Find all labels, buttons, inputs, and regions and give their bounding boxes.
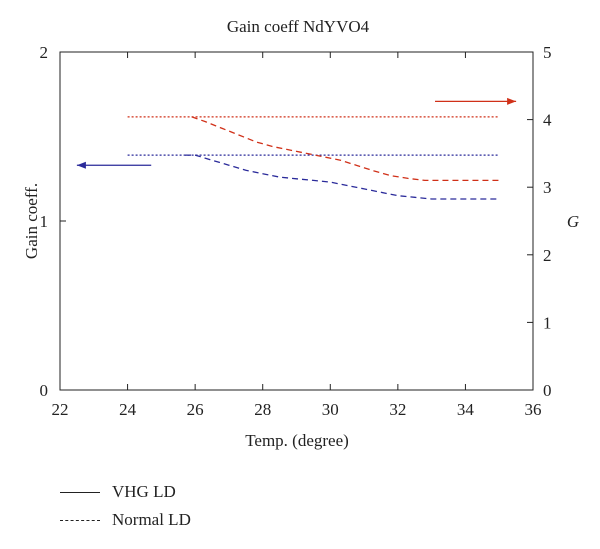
y2-tick-label: 5	[543, 43, 552, 62]
y2-tick-label: 1	[543, 313, 552, 332]
series-line-g-normal	[191, 116, 500, 182]
legend-sample-solid	[60, 491, 100, 493]
x-tick-label: 36	[525, 400, 542, 419]
y2-tick-label: 0	[543, 381, 552, 400]
series-line-gain-normal	[185, 154, 500, 200]
y-tick-label: 1	[40, 212, 49, 231]
arrow-right	[435, 97, 517, 105]
chart: Gain coeff NdYVO4 Gain coeff. G Temp. (d…	[22, 17, 579, 450]
y2-tick-label: 4	[543, 111, 552, 130]
y-tick-label: 2	[40, 43, 49, 62]
x-tick-label: 34	[457, 400, 475, 419]
x-tick-label: 30	[322, 400, 339, 419]
series-group	[76, 97, 517, 200]
y-axis-label: Gain coeff.	[22, 183, 41, 259]
legend-item-vhg: VHG LD	[60, 478, 191, 506]
plot-area	[59, 51, 534, 391]
legend-item-normal: Normal LD	[60, 506, 191, 534]
x-tick-label: 28	[254, 400, 271, 419]
legend-sample-dashed	[60, 519, 100, 521]
arrow-left	[76, 161, 152, 169]
y-tick-label: 0	[40, 381, 49, 400]
x-axis-label: Temp. (degree)	[245, 431, 349, 450]
y2-axis-label: G	[567, 212, 579, 231]
y2-tick-label: 2	[543, 246, 552, 265]
y2-tick-label: 3	[543, 178, 552, 197]
legend: VHG LD Normal LD	[60, 478, 191, 534]
legend-label-vhg: VHG LD	[112, 482, 176, 501]
x-tick-label: 22	[52, 400, 69, 419]
x-tick-label: 32	[389, 400, 406, 419]
legend-label-normal: Normal LD	[112, 510, 191, 529]
x-tick-label: 26	[187, 400, 204, 419]
chart-title: Gain coeff NdYVO4	[227, 17, 370, 36]
x-tick-label: 24	[119, 400, 137, 419]
